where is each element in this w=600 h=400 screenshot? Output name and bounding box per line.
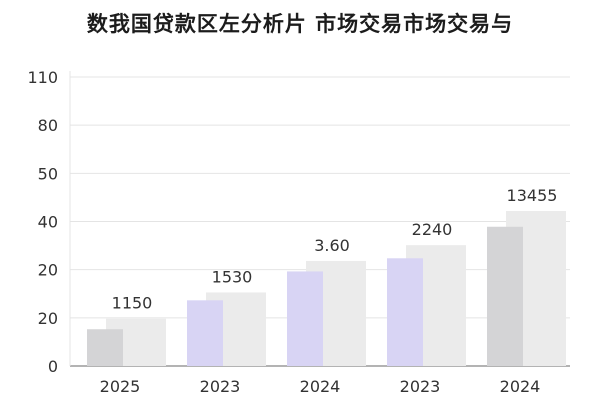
y-tick-label: 80 <box>38 116 58 135</box>
bar-front <box>87 329 123 366</box>
data-label: 3.60 <box>314 236 350 255</box>
data-label: 2240 <box>412 220 453 239</box>
bar-front <box>287 271 323 366</box>
y-tick-label: 20 <box>38 261 58 280</box>
x-tick-label: 2023 <box>200 377 241 396</box>
y-tick-label: 0 <box>48 357 58 376</box>
bar-front <box>487 226 523 366</box>
x-tick-label: 2025 <box>100 377 141 396</box>
bar-front <box>187 300 223 366</box>
y-tick-label: 50 <box>38 164 58 183</box>
data-label: 13455 <box>507 186 558 205</box>
bar-front <box>387 258 423 366</box>
data-label: 1530 <box>212 267 253 286</box>
x-tick-label: 2024 <box>500 377 541 396</box>
y-tick-label: 40 <box>38 213 58 232</box>
chart-title: 数我国贷款区左分析片 市场交易市场交易与 <box>86 12 514 36</box>
data-label: 1150 <box>112 294 153 313</box>
y-tick-label: 110 <box>27 68 58 87</box>
x-tick-label: 2024 <box>300 377 341 396</box>
x-tick-label: 2023 <box>400 377 441 396</box>
y-tick-label: 20 <box>38 309 58 328</box>
